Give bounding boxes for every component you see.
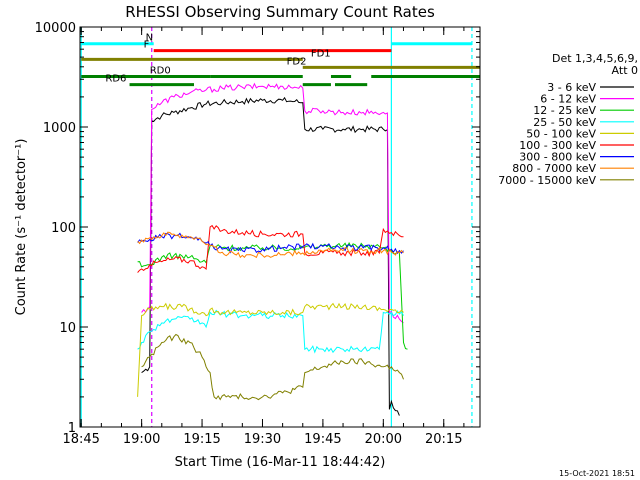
plot-timestamp: 15-Oct-2021 18:51 [559, 469, 635, 478]
legend-entry: 25 - 50 keV [533, 116, 596, 129]
chart-title: RHESSI Observing Summary Count Rates [125, 3, 435, 21]
y-tick-label: 1 [68, 421, 76, 436]
legend-entry: 3 - 6 keV [547, 81, 596, 94]
marker-label: F [144, 40, 150, 51]
legend-entry: 100 - 300 keV [519, 139, 596, 152]
marker-label: FD2 [287, 56, 307, 67]
x-tick-label: 19:30 [244, 432, 281, 447]
marker-label: RD0 [150, 65, 171, 76]
series-line [137, 302, 404, 397]
y-tick-label: 1000 [43, 121, 76, 136]
series-line [137, 224, 404, 273]
series-line [137, 241, 408, 350]
x-tick-label: 19:00 [123, 432, 160, 447]
legend-entry: 800 - 7000 keV [512, 162, 596, 175]
mode-markers: NF FD1 FD2 RD0 RD6 [81, 33, 480, 87]
series-line [137, 309, 404, 354]
axes: 18:45 19:00 19:15 19:30 19:45 20:00 20:15 1 10 10… [35, 21, 480, 447]
legend-entry: 50 - 100 keV [526, 127, 596, 140]
y-tick-label: 100 [51, 221, 76, 236]
plot-area [80, 27, 473, 427]
y-axis-label: Count Rate (s⁻¹ detector⁻¹) [14, 139, 29, 316]
y-tick-label: 10 [59, 321, 76, 336]
y-tick-label: 10000 [35, 21, 76, 36]
legend-entry: 6 - 12 keV [540, 93, 596, 106]
x-tick-label: 19:15 [183, 432, 220, 447]
x-tick-label: 18:45 [62, 432, 99, 447]
legend-entry: 7000 - 15000 keV [498, 174, 596, 187]
marker-label: FD1 [311, 48, 331, 59]
legend-title: Det 1,3,4,5,6,9, [552, 52, 638, 65]
x-tick-label: 20:00 [365, 432, 402, 447]
x-tick-label: 19:45 [304, 432, 341, 447]
series-line [141, 333, 404, 401]
series-line [141, 82, 404, 324]
legend-entry: 12 - 25 keV [533, 104, 596, 117]
x-tick-label: 20:15 [425, 432, 462, 447]
legend-title: Att 0 [612, 64, 638, 77]
marker-label: N [146, 33, 153, 44]
series-line [141, 96, 400, 416]
marker-label: RD6 [105, 74, 126, 85]
series-line [137, 231, 404, 259]
series-line [137, 232, 404, 255]
x-axis-label: Start Time (16-Mar-11 18:44:42) [175, 455, 386, 470]
legend-entry: 300 - 800 keV [519, 151, 596, 164]
